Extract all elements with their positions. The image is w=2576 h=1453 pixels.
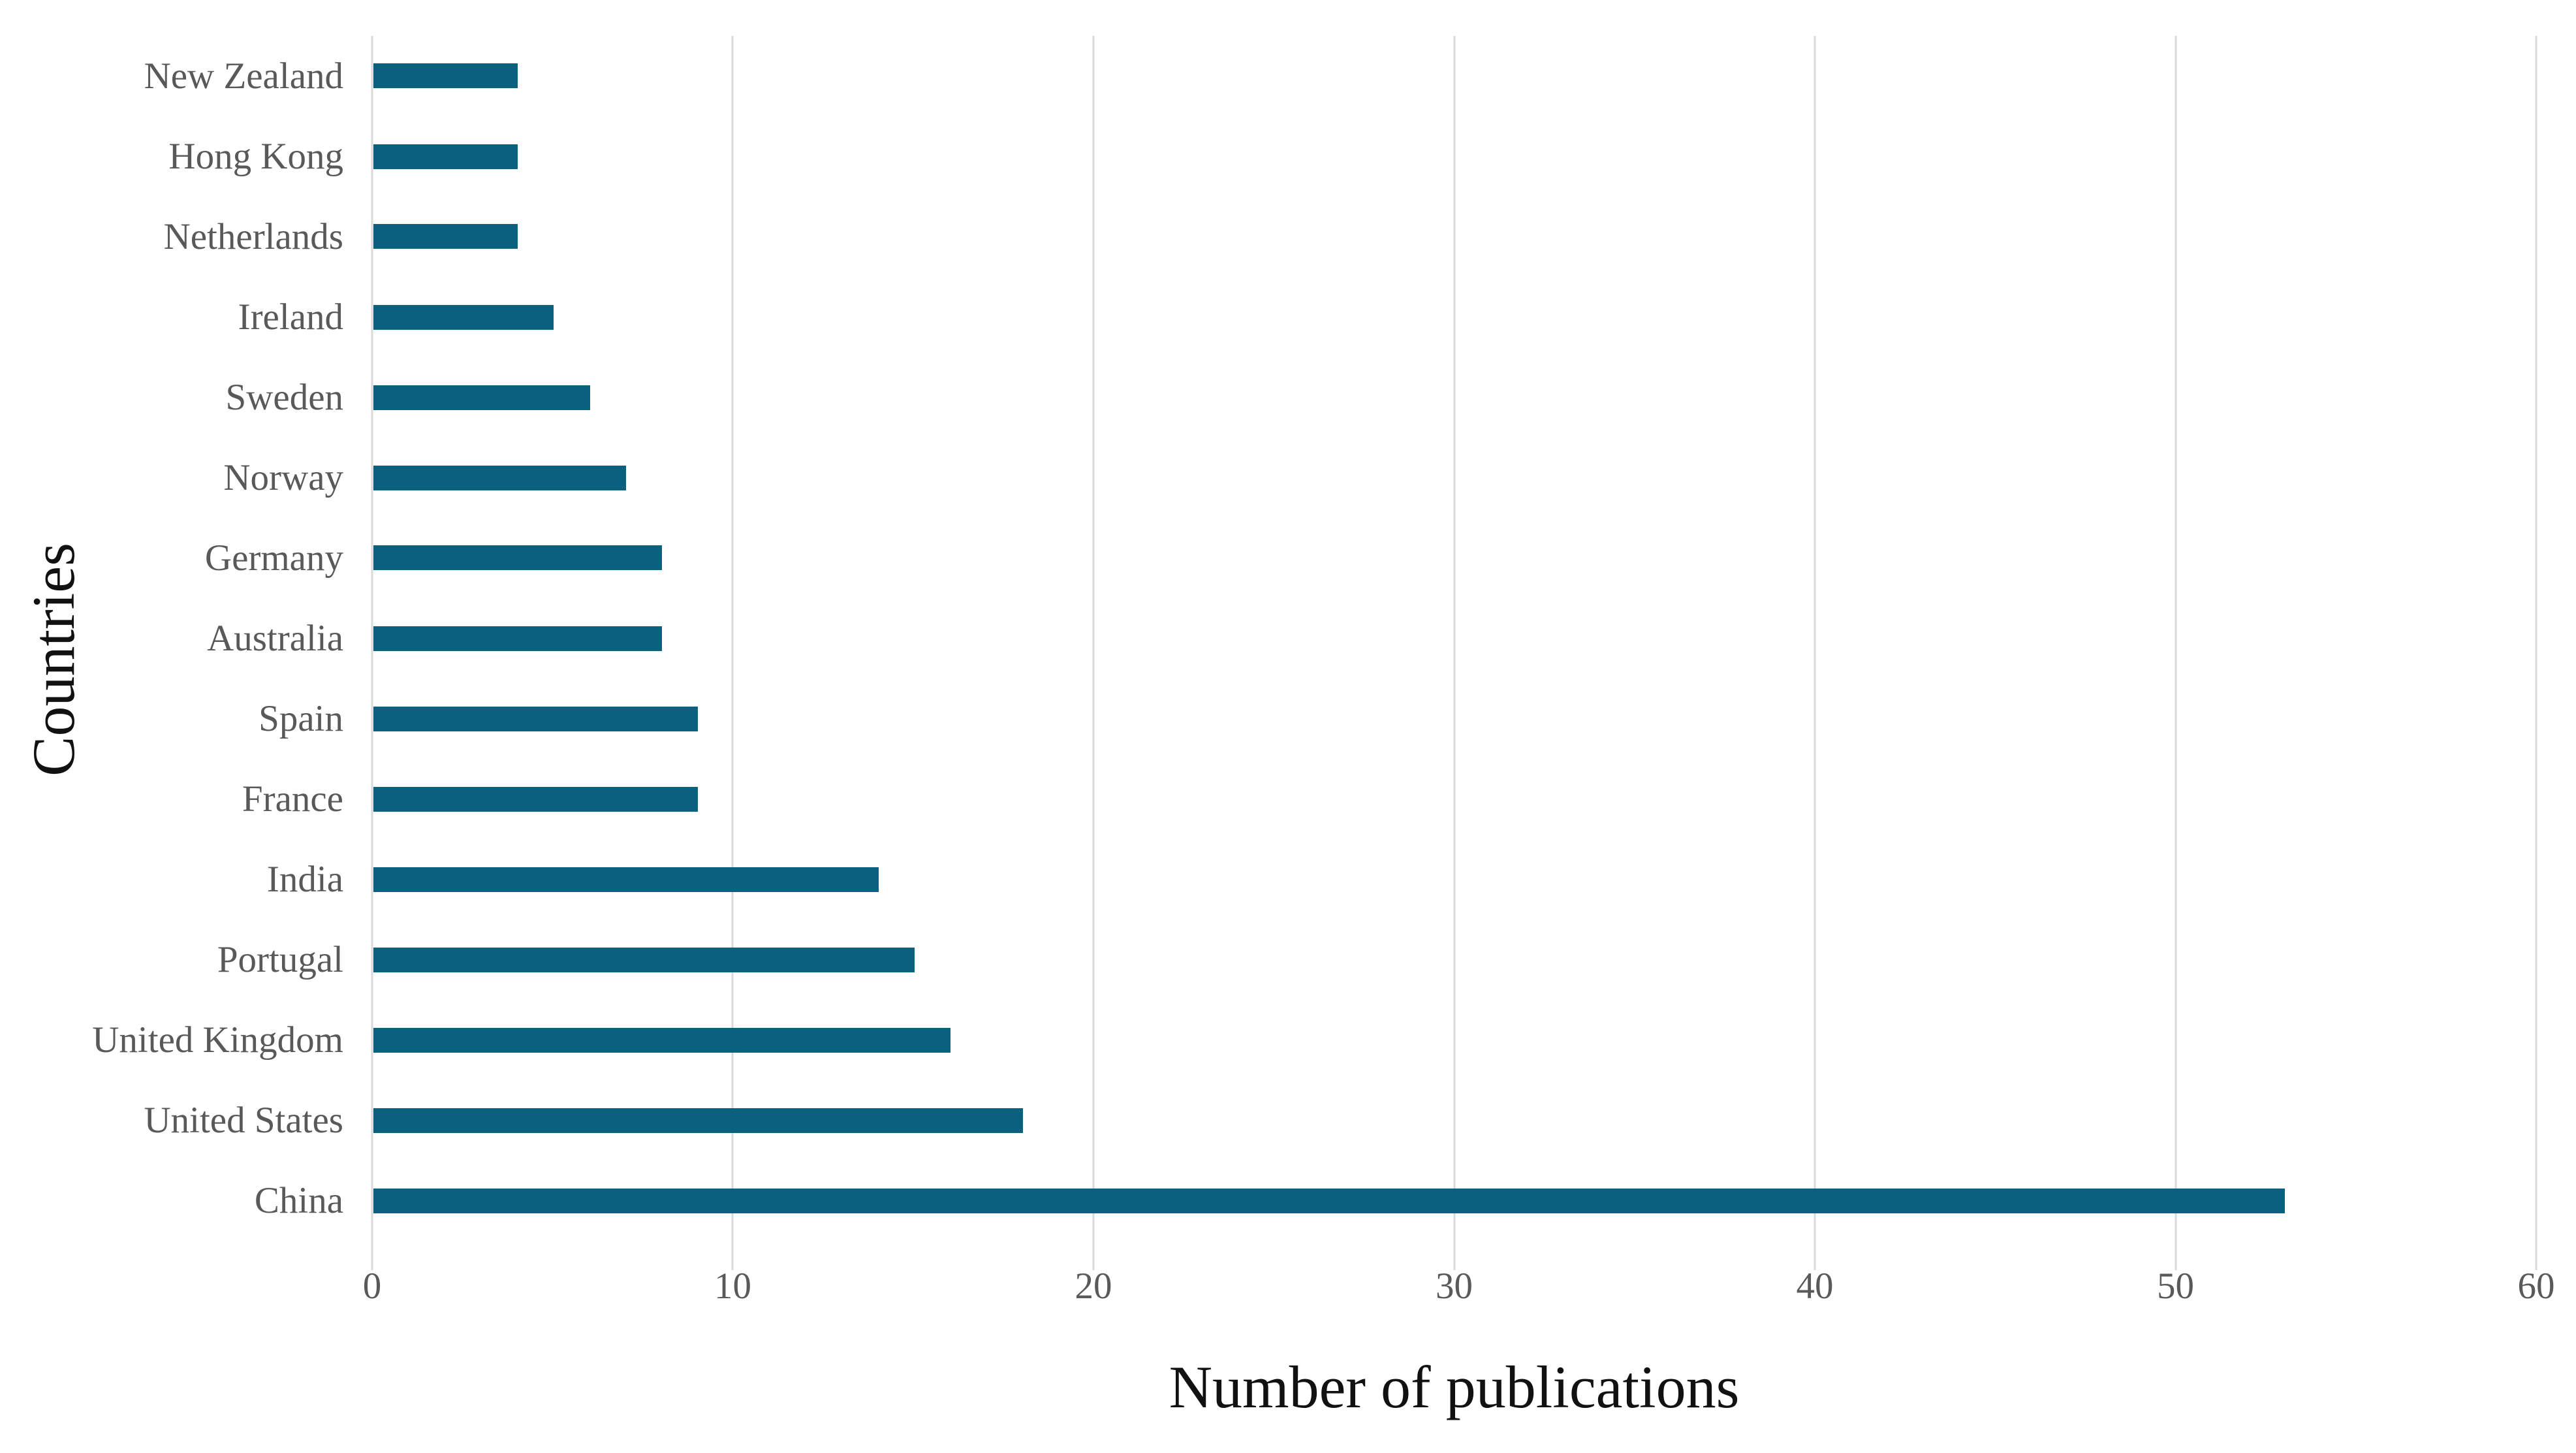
- category-label: Portugal: [217, 939, 343, 980]
- gridline: [2175, 36, 2176, 1270]
- gridline: [1814, 36, 1816, 1270]
- category-label: Australia: [207, 618, 343, 659]
- bar-new-zealand: [373, 63, 518, 89]
- bar-germany: [373, 545, 662, 571]
- category-label: Norway: [223, 456, 343, 498]
- bar-france: [373, 786, 699, 812]
- category-label: Germany: [204, 537, 343, 579]
- category-label: Ireland: [238, 296, 343, 338]
- x-axis-title: Number of publications: [1169, 1354, 1740, 1420]
- category-label: Netherlands: [163, 216, 343, 257]
- y-axis-line: [371, 36, 373, 1270]
- category-label: United Kingdom: [92, 1019, 343, 1061]
- bar-portugal: [373, 947, 915, 972]
- bar-india: [373, 867, 879, 892]
- bar-ireland: [373, 304, 554, 330]
- bar-spain: [373, 706, 699, 731]
- category-label: France: [242, 778, 343, 820]
- bar-united-states: [373, 1108, 1023, 1133]
- gridline: [2535, 36, 2537, 1270]
- bar-norway: [373, 465, 626, 490]
- category-label: China: [254, 1180, 343, 1221]
- bar-united-kingdom: [373, 1027, 950, 1053]
- x-tick-label: 60: [2517, 1266, 2555, 1307]
- y-axis-title: Countries: [20, 543, 87, 776]
- bar-australia: [373, 626, 662, 651]
- x-tick-label: 40: [1796, 1266, 1834, 1307]
- category-label: Spain: [259, 698, 343, 739]
- category-label: India: [266, 858, 343, 900]
- category-label: Hong Kong: [168, 136, 343, 177]
- plot-area: Number of publications 0 10 20 30 40 50 60 New …: [92, 36, 2555, 1417]
- category-label: Sweden: [225, 377, 343, 418]
- gridline: [731, 36, 734, 1270]
- x-tick-label: 10: [714, 1266, 751, 1307]
- bar-netherlands: [373, 224, 518, 249]
- x-tick-label: 0: [362, 1266, 382, 1307]
- gridline: [1453, 36, 1455, 1270]
- category-label: United States: [144, 1100, 343, 1141]
- bar-china: [373, 1188, 2285, 1213]
- x-tick-label: 50: [2157, 1266, 2194, 1307]
- gridline: [1092, 36, 1095, 1270]
- bar-hong-kong: [373, 144, 518, 169]
- x-tick-label: 20: [1075, 1266, 1112, 1307]
- bar-sweden: [373, 385, 590, 410]
- category-label: New Zealand: [144, 56, 343, 97]
- x-tick-label: 30: [1436, 1266, 1473, 1307]
